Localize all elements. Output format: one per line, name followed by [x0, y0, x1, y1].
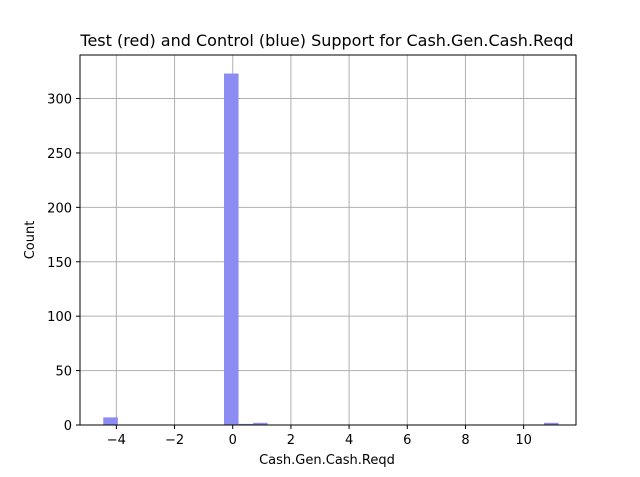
y-tick-label: 300 [47, 93, 72, 108]
x-tick-label: 8 [461, 433, 469, 448]
y-tick-label: 100 [47, 310, 72, 325]
chart-title: Test (red) and Control (blue) Support fo… [79, 31, 573, 50]
x-tick-label: 6 [403, 433, 411, 448]
y-tick-label: 250 [47, 147, 72, 162]
histogram-bars [103, 73, 559, 425]
y-tick-label: 150 [47, 256, 72, 271]
x-tick-label: −4 [107, 433, 126, 448]
histogram-bar [238, 423, 254, 425]
plot-frame [79, 54, 577, 426]
histogram-bar [544, 422, 559, 425]
x-tick-label: 0 [229, 433, 237, 448]
x-tick-label: 2 [287, 433, 295, 448]
x-tick-label: 10 [515, 433, 532, 448]
y-tick-label: 50 [55, 365, 72, 380]
histogram-bar [253, 422, 268, 425]
x-tick-label: −2 [165, 433, 184, 448]
x-axis-ticks: −4 −2 0 2 4 6 8 10 [107, 425, 532, 448]
x-axis-label: Cash.Gen.Cash.Reqd [259, 453, 395, 468]
histogram-bar [224, 73, 239, 425]
x-tick-label: 4 [345, 433, 353, 448]
y-axis-ticks: 0 50 100 150 200 250 300 [47, 93, 80, 434]
y-tick-label: 200 [47, 201, 72, 216]
grid-lines [80, 55, 576, 426]
y-axis-label: Count [23, 221, 38, 260]
histogram-bar [103, 417, 118, 425]
y-tick-label: 0 [64, 419, 72, 434]
